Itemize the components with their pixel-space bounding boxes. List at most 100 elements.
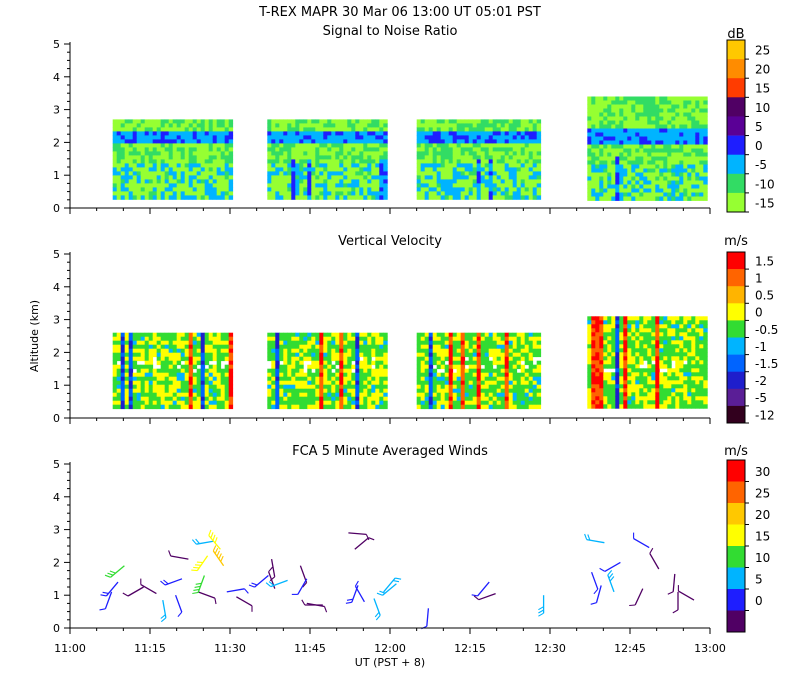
heatmap-cell [607,344,612,349]
heatmap-cell [587,328,592,333]
heatmap-cell [703,128,708,133]
heatmap-cell [319,151,324,156]
heatmap-cell [595,156,600,161]
heatmap-cell [667,156,672,161]
heatmap-cell [631,100,636,105]
heatmap-cell [279,340,284,346]
heatmap-cell [176,336,182,342]
heatmap-cell [452,119,458,124]
heatmap-cell [275,344,280,350]
heatmap-cell [216,159,222,164]
heatmap-cell [228,183,234,188]
colorbar-swatch [727,116,745,136]
heatmap-cell [536,400,542,406]
heatmap-cell [607,356,612,361]
heatmap-cell [204,195,210,200]
heatmap-cell [343,147,348,152]
heatmap-cell [615,132,620,137]
heatmap-cell [667,396,672,401]
heatmap-cell [504,400,510,406]
heatmap-cell [456,167,462,172]
heatmap-cell [363,175,368,180]
heatmap-cell [116,376,122,382]
heatmap-cell [500,171,506,176]
heatmap-cell [271,191,276,196]
heatmap-cell [500,195,506,200]
heatmap-cell [355,396,360,402]
heatmap-cell [508,372,514,378]
heatmap-cell [140,187,146,192]
heatmap-cell [683,344,688,349]
heatmap-cell [224,352,230,358]
heatmap-cell [504,143,510,148]
heatmap-cell [488,151,494,156]
heatmap-cell [420,368,426,374]
heatmap-cell [651,376,656,381]
heatmap-cell [496,372,502,378]
heatmap-cell [383,388,388,394]
heatmap-cell [319,396,324,402]
heatmap-cell [156,119,162,124]
heatmap-cell [160,123,166,128]
heatmap-cell [416,151,422,156]
heatmap-cell [156,155,162,160]
heatmap-cell [363,404,368,410]
heatmap-cell [524,332,530,338]
heatmap-cell [132,155,138,160]
heatmap-cell [339,400,344,406]
heatmap-cell [224,376,230,382]
heatmap-cell [172,376,178,382]
heatmap-cell [267,155,272,160]
heatmap-cell [315,183,320,188]
heatmap-cell [120,404,126,410]
heatmap-cell [128,119,134,124]
heatmap-cell [691,324,696,329]
heatmap-cell [480,151,486,156]
heatmap-cell [180,167,186,172]
colorbar-label: 0 [755,139,763,153]
heatmap-cell [631,384,636,389]
heatmap-cell [528,392,534,398]
heatmap-cell [188,376,194,382]
heatmap-cell [500,191,506,196]
heatmap-cell [224,123,230,128]
heatmap-cell [619,100,624,105]
heatmap-cell [112,396,118,402]
heatmap-cell [295,344,300,350]
heatmap-cell [116,179,122,184]
heatmap-cell [168,400,174,406]
heatmap-cell [424,123,430,128]
heatmap-cell [607,136,612,141]
heatmap-cell [220,139,226,144]
heatmap-cell [647,104,652,109]
heatmap-cell [327,360,332,366]
heatmap-cell [184,396,190,402]
heatmap-cell [651,136,656,141]
heatmap-cell [315,372,320,378]
heatmap-cell [116,163,122,168]
heatmap-cell [472,404,478,410]
heatmap-cell [295,127,300,132]
heatmap-cell [208,175,214,180]
heatmap-cell [152,171,158,176]
heatmap-cell [472,183,478,188]
heatmap-cell [136,167,142,172]
heatmap-cell [212,392,218,398]
heatmap-cell [287,344,292,350]
heatmap-cell [627,404,632,409]
heatmap-cell [148,127,154,132]
heatmap-cell [516,191,522,196]
heatmap-cell [464,171,470,176]
heatmap-cell [480,163,486,168]
heatmap-cell [440,392,446,398]
heatmap-cell [639,336,644,341]
heatmap-cell [611,164,616,169]
heatmap-cell [512,372,518,378]
heatmap-cell [599,400,604,405]
heatmap-cell [212,376,218,382]
heatmap-cell [271,131,276,136]
heatmap-cell [148,155,154,160]
heatmap-cell [192,139,198,144]
heatmap-cell [691,116,696,121]
heatmap-cell [615,196,620,201]
